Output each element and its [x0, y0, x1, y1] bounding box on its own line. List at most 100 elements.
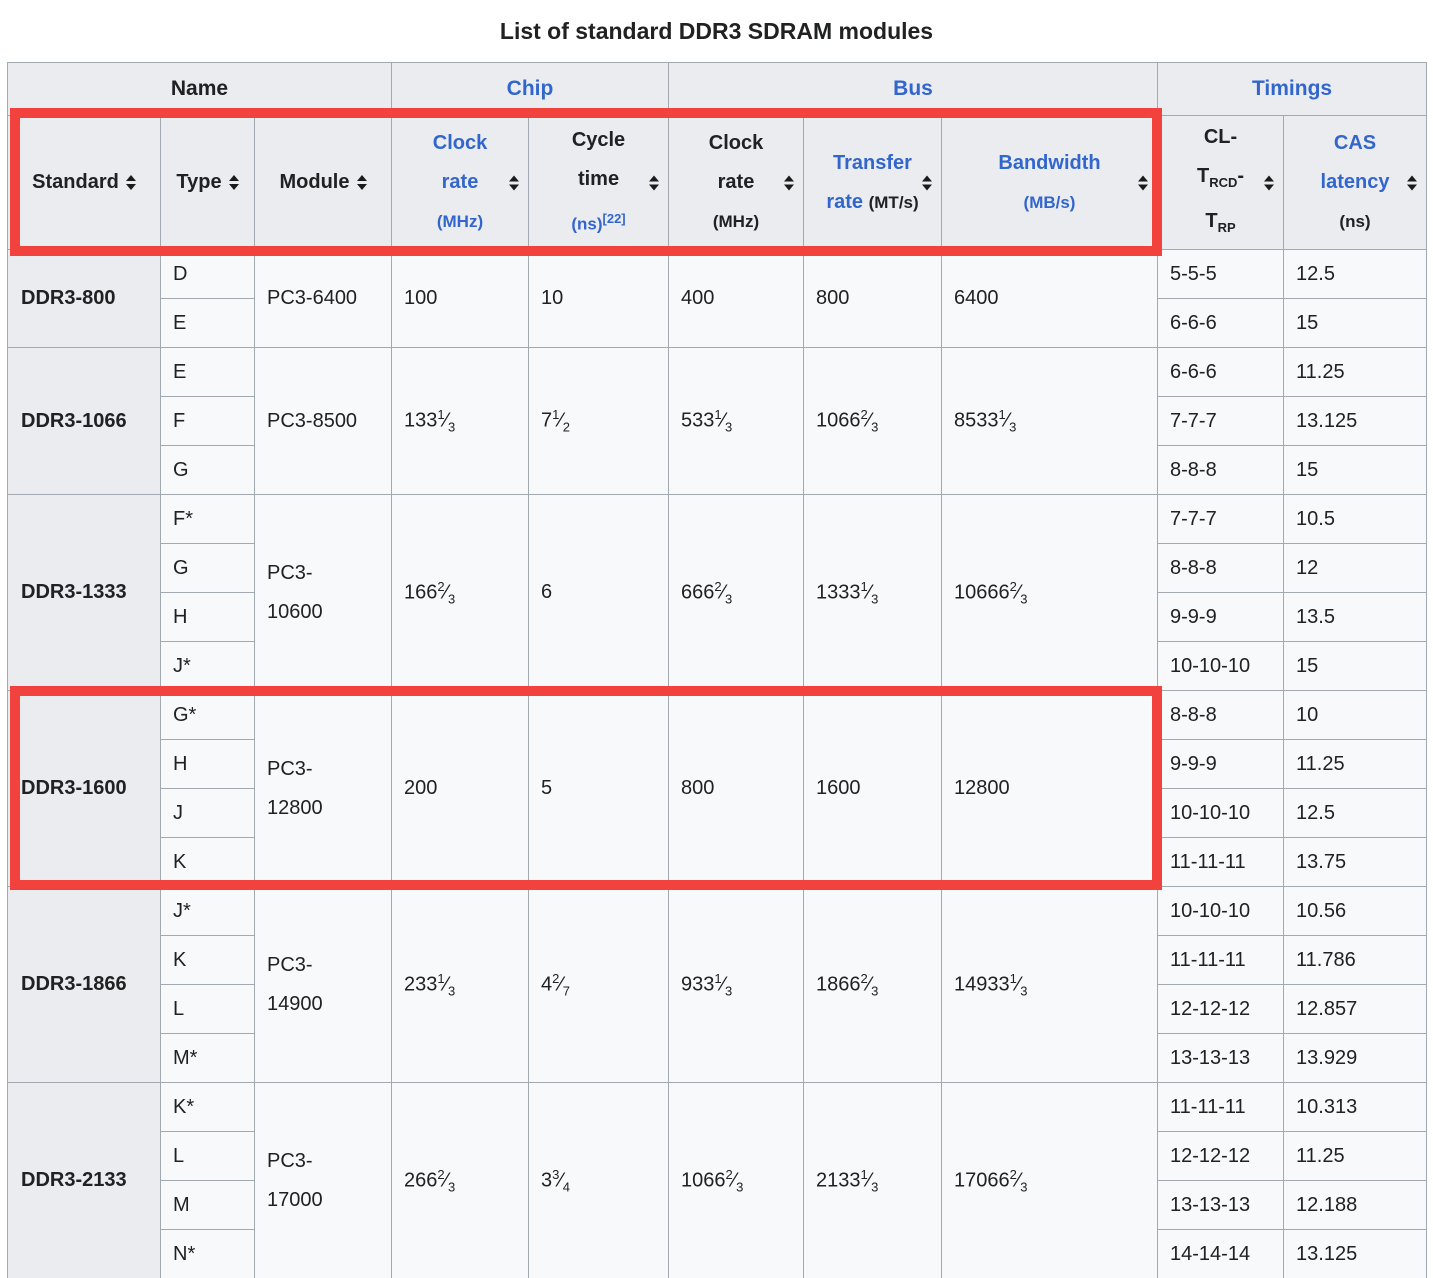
bus-clock-rate-label: rate: [717, 171, 755, 193]
timings-link[interactable]: Timings: [1251, 77, 1333, 100]
clock-rate-link[interactable]: rate: [441, 171, 479, 193]
bandwidth-cell: 149331⁄3: [940, 886, 1159, 1083]
cas-latency-cell: 12.5: [1283, 788, 1428, 838]
transfer-rate-link[interactable]: Transfer: [833, 151, 912, 174]
cycle-time-cell: 33⁄4: [528, 1082, 669, 1278]
bus-clock-rate-cell: 10662⁄3: [668, 1082, 804, 1278]
column-header-transfer-rate[interactable]: Transfer rate (MT/s): [803, 115, 942, 250]
table-row-ddr3-1600-1: H 9-9-9 11.25: [8, 739, 1428, 789]
cas-latency-link[interactable]: latency: [1320, 171, 1390, 193]
cl-timings-cell: 11-11-11: [1157, 837, 1285, 887]
module-cell: PC3-6400: [254, 249, 392, 348]
cas-latency-cell: 13.929: [1283, 1033, 1428, 1083]
table-row-ddr3-1866-0: DDR3-1866 J* PC3- 14900 2331⁄3 42⁄7 9331⁄3 186…: [7, 886, 1428, 1083]
bandwidth-link[interactable]: Bandwidth: [998, 151, 1101, 174]
bus-link[interactable]: Bus: [893, 77, 933, 100]
cycle-time-label: Cycle: [571, 129, 626, 152]
sort-icon[interactable]: [1264, 175, 1275, 190]
bus-mhz-label: (MHz): [712, 212, 760, 231]
cl-timings-cell: 7-7-7: [1157, 396, 1285, 446]
table-row-ddr3-1866-2: L 12-12-12 12.857: [8, 984, 1428, 1034]
cas-latency-cell: 11.786: [1283, 935, 1428, 985]
column-header-type[interactable]: Type: [160, 115, 255, 250]
cas-latency-cell: 11.25: [1283, 1131, 1428, 1181]
group-header-timings[interactable]: Timings: [1157, 62, 1428, 116]
sort-icon[interactable]: [922, 175, 932, 190]
column-header-module[interactable]: Module: [254, 115, 392, 250]
clock-rate-link[interactable]: Clock: [432, 132, 488, 154]
cas-latency-cell: 13.5: [1283, 592, 1428, 642]
transfer-rate-cell: 10662⁄3: [803, 347, 942, 495]
sort-icon[interactable]: [356, 175, 367, 191]
cl-timings-cell: 10-10-10: [1157, 641, 1285, 691]
mts-unit-label: (MT/s): [868, 192, 919, 212]
table-row-ddr3-2133-2: M 13-13-13 12.188: [8, 1180, 1428, 1230]
cas-latency-link[interactable]: CAS: [1333, 132, 1377, 154]
ns-link[interactable]: (ns): [571, 214, 603, 234]
sort-icon[interactable]: [509, 175, 519, 190]
table-row-ddr3-1600-0: DDR3-1600 G* PC3- 12800 200 5 800 1600 12800 8-8…: [7, 690, 1428, 887]
group-header-chip[interactable]: Chip: [391, 62, 669, 116]
sort-icon[interactable]: [784, 175, 794, 190]
type-cell: K*: [160, 1082, 255, 1132]
sort-icon[interactable]: [125, 175, 136, 191]
group-header-bus[interactable]: Bus: [667, 62, 1159, 116]
type-cell: M*: [160, 1033, 255, 1083]
column-header-standard[interactable]: Standard: [7, 115, 161, 250]
cas-latency-cell: 10.313: [1283, 1082, 1428, 1132]
transfer-rate-link[interactable]: rate: [826, 190, 864, 213]
bus-clock-rate-cell: 5331⁄3: [668, 347, 804, 495]
type-cell: E: [160, 347, 255, 397]
cl-timings-cell: 8-8-8: [1157, 690, 1285, 740]
cl-timings-cell: 10-10-10: [1157, 886, 1285, 936]
standard-cell: DDR3-800: [7, 249, 161, 348]
chip-clock-rate-cell: 2331⁄3: [391, 886, 529, 1083]
sort-icon[interactable]: [228, 175, 239, 191]
table-row-ddr3-1600-2: J 10-10-10 12.5: [8, 788, 1428, 838]
column-header-cas-latency[interactable]: CAS latency (ns): [1283, 115, 1428, 250]
type-cell: G: [160, 543, 255, 593]
cas-latency-cell: 11.25: [1283, 347, 1428, 397]
standard-cell: DDR3-1333: [7, 494, 161, 691]
cl-timings-cell: 6-6-6: [1157, 347, 1285, 397]
chip-clock-rate-cell: 100: [391, 249, 529, 348]
cl-timings-cell: 9-9-9: [1157, 739, 1285, 789]
column-header-bandwidth[interactable]: Bandwidth (MB/s): [940, 115, 1159, 250]
column-header-cl-trcd-trp[interactable]: CL- TRCD- TRP: [1157, 115, 1285, 250]
column-header-cycle-time[interactable]: Cycle time (ns)[22]: [528, 115, 669, 250]
type-cell: J*: [160, 641, 255, 691]
cas-latency-cell: 11.25: [1283, 739, 1428, 789]
mbs-link[interactable]: (MB/s): [1023, 192, 1076, 212]
cas-latency-cell: 13.125: [1283, 1229, 1428, 1278]
table-row-ddr3-1066-2: G 8-8-8 15: [8, 445, 1428, 495]
cycle-time-cell: 5: [528, 690, 669, 887]
column-header-chip-clock-rate[interactable]: Clock rate (MHz): [391, 115, 529, 250]
standard-cell: DDR3-1066: [7, 347, 161, 495]
type-cell: L: [160, 1131, 255, 1181]
column-header-bus-clock-rate[interactable]: Clock rate (MHz): [668, 115, 804, 250]
table-row-ddr3-1333-2: H 9-9-9 13.5: [8, 592, 1428, 642]
trp-label: TRP: [1205, 210, 1236, 235]
chip-link[interactable]: Chip: [506, 77, 554, 100]
table-body: DDR3-800 D PC3-6400 100 10 400 800 6400 5-5-5 12.…: [7, 249, 1428, 1278]
cl-timings-cell: 14-14-14: [1157, 1229, 1285, 1278]
transfer-rate-cell: 18662⁄3: [803, 886, 942, 1083]
sort-icon[interactable]: [1407, 175, 1418, 190]
type-cell: E: [160, 298, 255, 348]
module-cell: PC3- 17000: [254, 1082, 392, 1278]
trcd-label: TRCD-: [1196, 165, 1245, 190]
cl-timings-cell: 5-5-5: [1157, 249, 1285, 299]
sort-icon[interactable]: [1138, 175, 1149, 190]
type-cell: J*: [160, 886, 255, 936]
type-cell: D: [160, 249, 255, 299]
module-cell: PC3- 10600: [254, 494, 392, 691]
cas-latency-cell: 12: [1283, 543, 1428, 593]
chip-clock-rate-cell: 200: [391, 690, 529, 887]
sort-icon[interactable]: [649, 175, 659, 190]
cl-timings-cell: 12-12-12: [1157, 984, 1285, 1034]
reference-22-link[interactable]: [22]: [602, 211, 626, 227]
mhz-link[interactable]: (MHz): [436, 212, 484, 231]
cas-latency-cell: 12.188: [1283, 1180, 1428, 1230]
chip-clock-rate-cell: 2662⁄3: [391, 1082, 529, 1278]
standard-label: Standard: [32, 171, 119, 193]
